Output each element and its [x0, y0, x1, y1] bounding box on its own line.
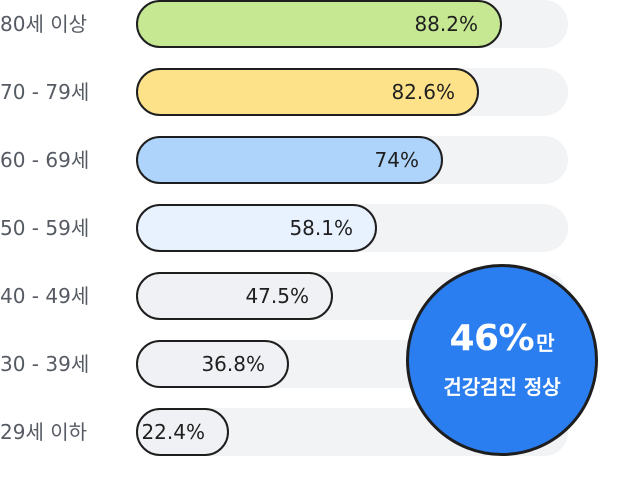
bar: 36.8%: [136, 340, 289, 388]
badge-headline: 46% 만: [449, 317, 555, 359]
category-label: 29세 이하: [0, 420, 88, 444]
bar-value-label: 47.5%: [245, 284, 309, 308]
summary-badge: 46% 만 건강검진 정상: [406, 264, 598, 456]
bar-value-label: 74%: [374, 148, 419, 172]
category-label: 60 - 69세: [0, 148, 90, 172]
category-label: 50 - 59세: [0, 216, 90, 240]
bar: 47.5%: [136, 272, 333, 320]
category-label: 80세 이상: [0, 12, 88, 36]
bar-value-label: 36.8%: [201, 352, 265, 376]
bar: 58.1%: [136, 204, 377, 252]
category-label: 30 - 39세: [0, 352, 90, 376]
bar-value-label: 22.4%: [141, 420, 205, 444]
badge-suffix: 만: [536, 330, 555, 355]
category-label: 40 - 49세: [0, 284, 90, 308]
bar-value-label: 58.1%: [289, 216, 353, 240]
badge-caption: 건강검진 정상: [443, 374, 561, 399]
category-label: 70 - 79세: [0, 80, 90, 104]
bar-value-label: 88.2%: [414, 12, 478, 36]
bar-value-label: 82.6%: [391, 80, 455, 104]
badge-percent: 46%: [449, 317, 535, 359]
bar: 22.4%: [136, 408, 229, 456]
bar: 74%: [136, 136, 443, 184]
bar: 82.6%: [136, 68, 479, 116]
bar: 88.2%: [136, 0, 502, 48]
